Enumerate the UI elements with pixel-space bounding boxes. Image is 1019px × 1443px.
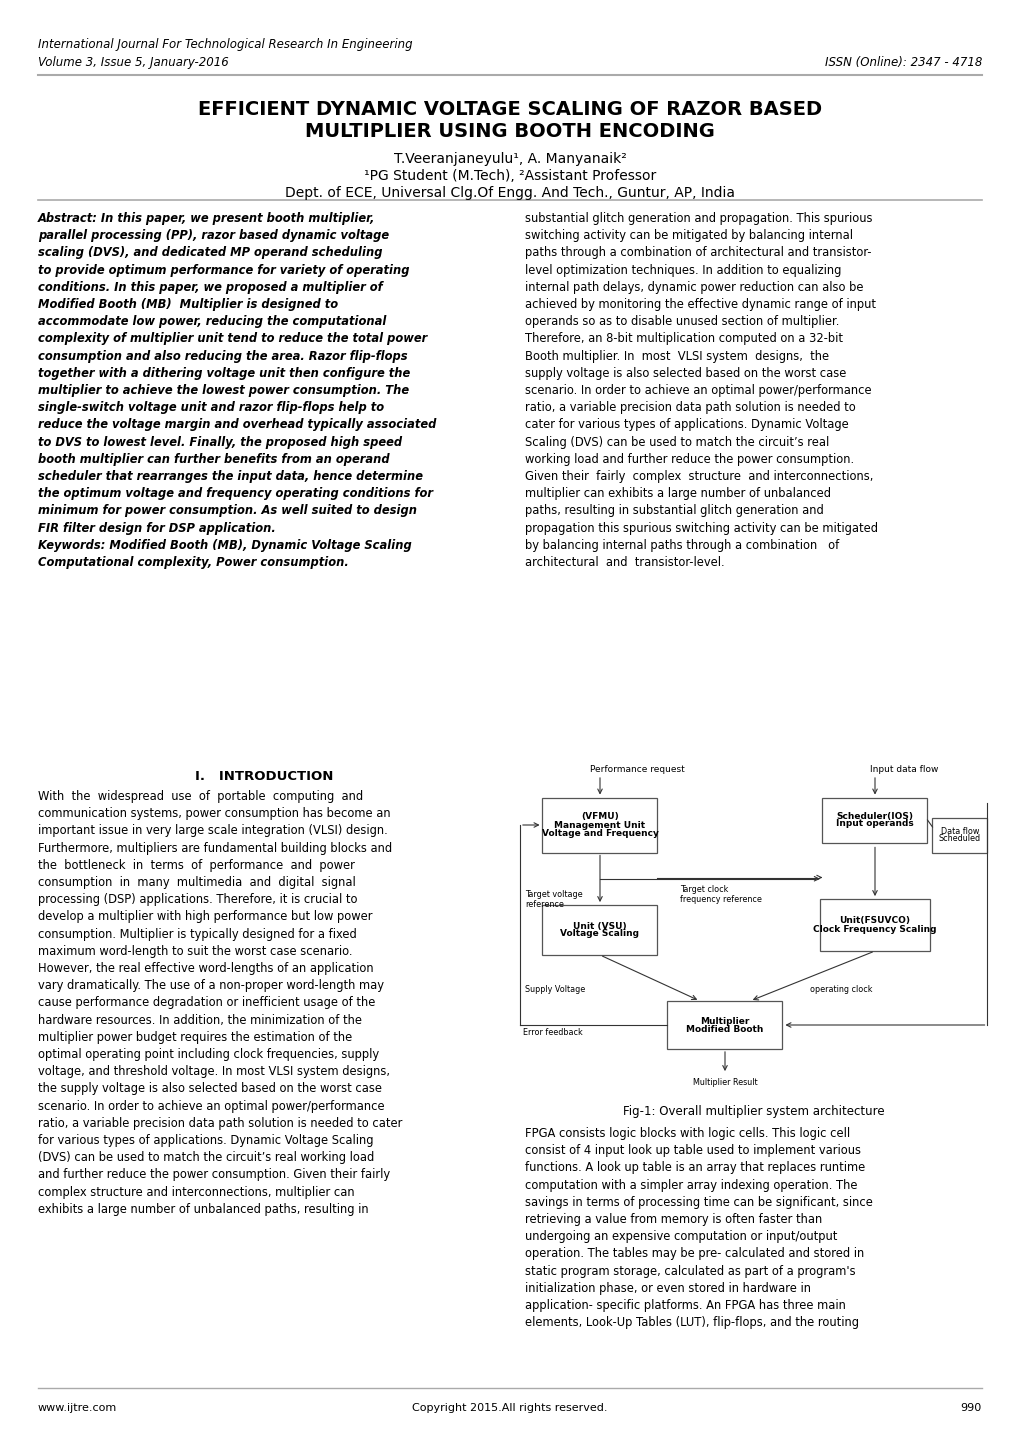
Text: Multiplier Result: Multiplier Result [692,1078,756,1087]
Text: Management Unit: Management Unit [554,821,645,830]
Text: operating clock: operating clock [809,986,871,994]
Text: MULTIPLIER USING BOOTH ENCODING: MULTIPLIER USING BOOTH ENCODING [305,123,714,141]
Text: Error feedback: Error feedback [523,1027,582,1038]
Text: Modified Booth: Modified Booth [686,1025,763,1033]
Text: International Journal For Technological Research In Engineering: International Journal For Technological … [38,38,413,51]
Text: Unit(FSUVCO): Unit(FSUVCO) [839,916,910,925]
Text: Target clock
frequency reference: Target clock frequency reference [680,885,761,905]
FancyBboxPatch shape [542,905,657,955]
Text: Target voltage
reference: Target voltage reference [525,890,582,909]
Text: Unit (VSU): Unit (VSU) [573,922,627,931]
Text: 990: 990 [960,1403,981,1413]
Text: Supply Voltage: Supply Voltage [525,986,585,994]
Text: T.Veeranjaneyulu¹, A. Manyanaik²: T.Veeranjaneyulu¹, A. Manyanaik² [393,152,626,166]
Text: Voltage Scaling: Voltage Scaling [560,929,639,938]
Text: (VFMU): (VFMU) [581,812,619,821]
Text: Abstract: In this paper, we present booth multiplier,
parallel processing (PP), : Abstract: In this paper, we present boot… [38,212,436,569]
FancyBboxPatch shape [542,798,657,853]
Text: Scheduler(IOS): Scheduler(IOS) [836,811,913,821]
FancyBboxPatch shape [666,1001,782,1049]
Text: ¹PG Student (M.Tech), ²Assistant Professor: ¹PG Student (M.Tech), ²Assistant Profess… [364,169,655,183]
Text: Volume 3, Issue 5, January-2016: Volume 3, Issue 5, January-2016 [38,56,228,69]
Text: Performance request: Performance request [589,765,684,773]
Text: Copyright 2015.All rights reserved.: Copyright 2015.All rights reserved. [412,1403,607,1413]
Text: substantial glitch generation and propagation. This spurious
switching activity : substantial glitch generation and propag… [525,212,877,569]
FancyBboxPatch shape [931,818,986,853]
FancyBboxPatch shape [821,798,926,843]
Text: www.ijtre.com: www.ijtre.com [38,1403,117,1413]
Text: Input operands: Input operands [836,820,913,828]
Text: Voltage and Frequency: Voltage and Frequency [541,828,658,837]
Text: FPGA consists logic blocks with logic cells. This logic cell
consist of 4 input : FPGA consists logic blocks with logic ce… [525,1127,872,1329]
Text: Dept. of ECE, Universal Clg.Of Engg. And Tech., Guntur, AP, India: Dept. of ECE, Universal Clg.Of Engg. And… [284,186,735,201]
Text: EFFICIENT DYNAMIC VOLTAGE SCALING OF RAZOR BASED: EFFICIENT DYNAMIC VOLTAGE SCALING OF RAZ… [198,100,821,118]
Text: Clock Frequency Scaling: Clock Frequency Scaling [812,925,935,934]
Text: I.   INTRODUCTION: I. INTRODUCTION [195,771,333,784]
Text: Multiplier: Multiplier [700,1016,749,1026]
Text: Fig-1: Overall multiplier system architecture: Fig-1: Overall multiplier system archite… [622,1105,883,1118]
FancyBboxPatch shape [819,899,929,951]
Text: Data flow: Data flow [940,827,978,835]
Text: Input data flow: Input data flow [869,765,937,773]
Text: Scheduled: Scheduled [938,834,980,843]
Text: ISSN (Online): 2347 - 4718: ISSN (Online): 2347 - 4718 [823,56,981,69]
Text: With  the  widespread  use  of  portable  computing  and
communication systems, : With the widespread use of portable comp… [38,789,401,1216]
